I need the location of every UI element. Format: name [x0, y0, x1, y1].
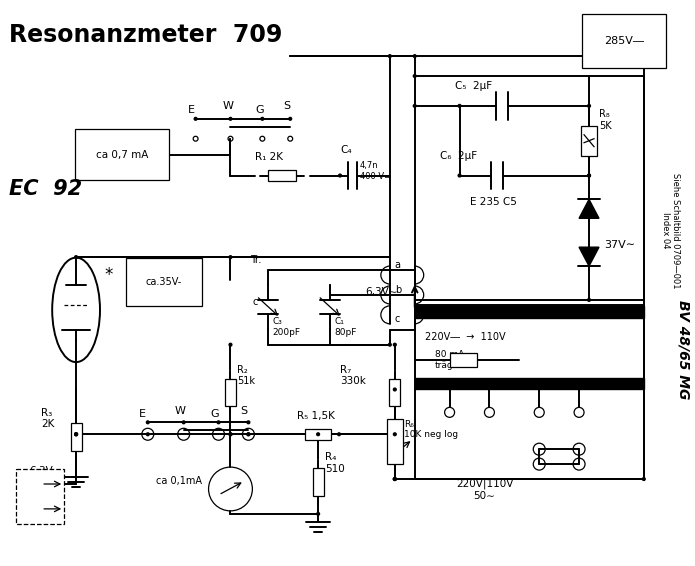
- Text: R₅ 1,5K: R₅ 1,5K: [297, 411, 335, 421]
- Text: E 235 C5: E 235 C5: [470, 198, 516, 207]
- Circle shape: [642, 478, 645, 481]
- Text: E: E: [139, 409, 146, 419]
- Polygon shape: [415, 306, 644, 318]
- Text: c: c: [252, 297, 258, 307]
- Circle shape: [247, 433, 250, 436]
- Circle shape: [458, 105, 461, 107]
- Circle shape: [338, 433, 341, 436]
- Bar: [305, 429, 331, 440]
- Bar: [387, 419, 403, 464]
- Text: 80 mA
träge: 80 mA träge: [434, 350, 464, 370]
- Text: *: *: [104, 266, 113, 284]
- Text: C₆  2μF: C₆ 2μF: [440, 151, 477, 161]
- Text: ca 0,7 mA: ca 0,7 mA: [96, 149, 149, 160]
- Circle shape: [338, 174, 341, 177]
- Circle shape: [588, 174, 591, 177]
- Text: 285V―: 285V―: [604, 36, 644, 46]
- Circle shape: [229, 117, 232, 120]
- Circle shape: [458, 174, 461, 177]
- Circle shape: [229, 256, 232, 259]
- Text: 6,3V∼: 6,3V∼: [29, 466, 62, 476]
- Text: R₃
2K: R₃ 2K: [41, 408, 55, 429]
- Bar: [389, 379, 400, 406]
- Circle shape: [389, 55, 391, 58]
- Text: W: W: [174, 406, 186, 417]
- Polygon shape: [579, 247, 599, 266]
- Text: S: S: [284, 101, 291, 111]
- Text: Tr.: Tr.: [250, 255, 262, 265]
- Text: S: S: [240, 406, 247, 417]
- Circle shape: [74, 433, 77, 436]
- Circle shape: [393, 388, 396, 391]
- Circle shape: [194, 117, 197, 120]
- Text: 220V|110V
50∼: 220V|110V 50∼: [456, 479, 513, 501]
- Circle shape: [393, 478, 396, 481]
- Text: C₅  2μF: C₅ 2μF: [455, 81, 491, 91]
- Text: C₃
200pF: C₃ 200pF: [272, 318, 300, 337]
- Circle shape: [389, 344, 391, 346]
- Text: 6,3V∼: 6,3V∼: [365, 287, 398, 297]
- Text: BV 48/65 MG: BV 48/65 MG: [677, 300, 691, 400]
- Text: ca.35V-: ca.35V-: [146, 277, 182, 287]
- Circle shape: [74, 433, 77, 436]
- Text: EC  92: EC 92: [9, 179, 83, 199]
- Text: R₄
510: R₄ 510: [325, 452, 345, 474]
- Text: C₄: C₄: [340, 145, 352, 155]
- Polygon shape: [415, 378, 644, 389]
- Text: C₁
80pF: C₁ 80pF: [334, 318, 357, 337]
- Circle shape: [229, 344, 232, 346]
- Text: G: G: [211, 409, 219, 419]
- Circle shape: [247, 433, 250, 436]
- Text: W: W: [222, 101, 234, 111]
- Circle shape: [182, 421, 185, 424]
- Circle shape: [393, 344, 396, 346]
- Circle shape: [414, 75, 416, 78]
- Text: 220V―  →  110V: 220V― → 110V: [425, 332, 505, 342]
- Text: Resonanzmeter  709: Resonanzmeter 709: [9, 23, 283, 48]
- Circle shape: [393, 478, 396, 481]
- Text: R₇
330k: R₇ 330k: [340, 365, 366, 387]
- Text: R₁ 2K: R₁ 2K: [255, 152, 284, 162]
- Polygon shape: [579, 199, 599, 218]
- Circle shape: [74, 433, 77, 436]
- Circle shape: [393, 478, 396, 481]
- Text: Siehe Schaltbild 0709—001
Index 04: Siehe Schaltbild 0709—001 Index 04: [661, 173, 680, 288]
- Bar: [16, 469, 64, 524]
- Circle shape: [414, 105, 416, 107]
- Text: ca 0,1mA: ca 0,1mA: [156, 476, 202, 486]
- Text: 4,7n
400 V=: 4,7n 400 V=: [360, 161, 391, 181]
- Circle shape: [217, 421, 220, 424]
- Bar: [313, 468, 324, 496]
- Text: b: b: [395, 285, 401, 295]
- Bar: [268, 170, 296, 181]
- Text: 37V∼: 37V∼: [604, 240, 635, 250]
- Text: c: c: [395, 314, 400, 324]
- Bar: [71, 423, 81, 451]
- Circle shape: [229, 433, 232, 436]
- Circle shape: [289, 117, 292, 120]
- Bar: [225, 379, 236, 406]
- Text: a: a: [395, 260, 401, 270]
- Text: R₆
10K neg log: R₆ 10K neg log: [404, 420, 458, 439]
- Circle shape: [588, 105, 591, 107]
- Circle shape: [393, 433, 396, 436]
- Circle shape: [247, 421, 250, 424]
- Circle shape: [261, 117, 263, 120]
- Text: R₂
51k: R₂ 51k: [238, 365, 256, 387]
- Circle shape: [229, 433, 232, 436]
- Bar: [450, 353, 477, 367]
- Circle shape: [74, 256, 77, 259]
- Circle shape: [317, 433, 320, 436]
- Circle shape: [147, 433, 149, 436]
- Circle shape: [414, 55, 416, 58]
- Text: R₈
5K: R₈ 5K: [599, 109, 612, 131]
- Text: E: E: [188, 105, 195, 115]
- Text: G: G: [255, 105, 264, 115]
- Circle shape: [588, 174, 591, 177]
- Circle shape: [588, 298, 591, 301]
- Circle shape: [147, 421, 149, 424]
- Bar: [581, 126, 597, 156]
- Circle shape: [317, 512, 320, 515]
